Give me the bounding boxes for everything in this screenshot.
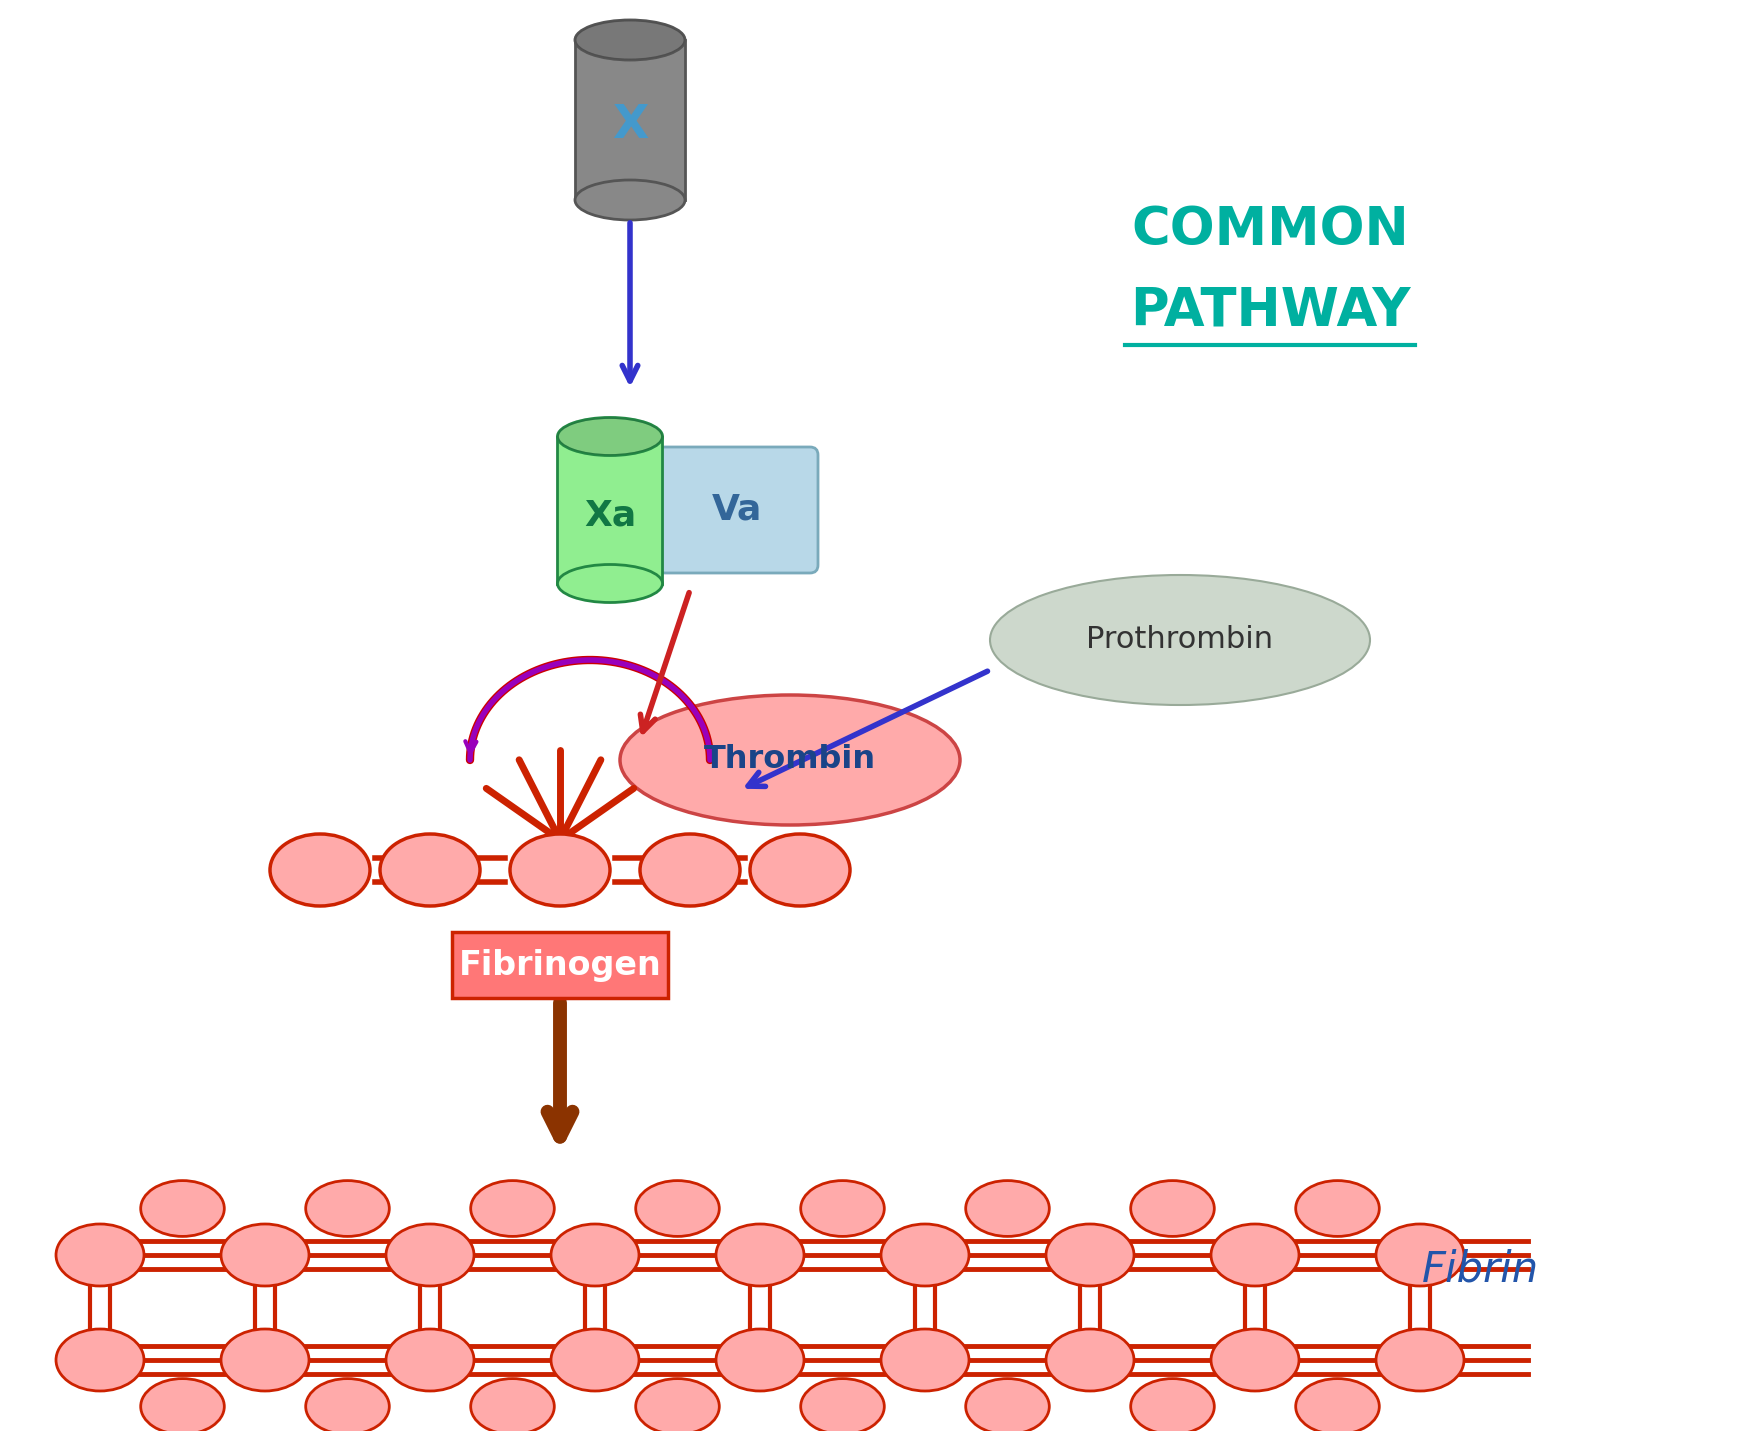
Ellipse shape xyxy=(269,834,371,906)
Ellipse shape xyxy=(750,834,850,906)
Ellipse shape xyxy=(965,1378,1049,1431)
Text: COMMON: COMMON xyxy=(1131,205,1409,256)
Ellipse shape xyxy=(56,1329,143,1391)
Ellipse shape xyxy=(989,575,1369,705)
Ellipse shape xyxy=(801,1378,884,1431)
Ellipse shape xyxy=(575,20,685,60)
Text: Fibrin: Fibrin xyxy=(1421,1249,1538,1291)
Polygon shape xyxy=(558,436,662,584)
Ellipse shape xyxy=(551,1329,638,1391)
Ellipse shape xyxy=(220,1224,309,1286)
Ellipse shape xyxy=(386,1224,474,1286)
Text: PATHWAY: PATHWAY xyxy=(1129,283,1409,336)
Ellipse shape xyxy=(1376,1329,1463,1391)
Ellipse shape xyxy=(56,1224,143,1286)
Ellipse shape xyxy=(1295,1378,1379,1431)
Ellipse shape xyxy=(306,1181,390,1236)
Ellipse shape xyxy=(619,695,960,826)
Ellipse shape xyxy=(1210,1224,1299,1286)
Ellipse shape xyxy=(715,1329,804,1391)
Ellipse shape xyxy=(558,418,662,455)
Ellipse shape xyxy=(140,1181,224,1236)
Ellipse shape xyxy=(558,564,662,602)
FancyBboxPatch shape xyxy=(657,446,818,572)
Text: X: X xyxy=(612,103,649,147)
Polygon shape xyxy=(575,40,685,200)
Ellipse shape xyxy=(140,1378,224,1431)
Ellipse shape xyxy=(558,418,662,455)
Ellipse shape xyxy=(881,1329,968,1391)
Ellipse shape xyxy=(379,834,479,906)
Ellipse shape xyxy=(220,1329,309,1391)
Ellipse shape xyxy=(1045,1329,1133,1391)
Ellipse shape xyxy=(801,1181,884,1236)
Text: Xa: Xa xyxy=(584,498,636,532)
Text: Fibrinogen: Fibrinogen xyxy=(458,949,661,982)
Ellipse shape xyxy=(1210,1329,1299,1391)
Ellipse shape xyxy=(635,1378,718,1431)
Ellipse shape xyxy=(306,1378,390,1431)
Text: Prothrombin: Prothrombin xyxy=(1086,625,1273,654)
Ellipse shape xyxy=(386,1329,474,1391)
Ellipse shape xyxy=(1045,1224,1133,1286)
Ellipse shape xyxy=(881,1224,968,1286)
Ellipse shape xyxy=(470,1181,554,1236)
Ellipse shape xyxy=(470,1378,554,1431)
Ellipse shape xyxy=(1295,1181,1379,1236)
Text: Thrombin: Thrombin xyxy=(703,744,876,776)
Ellipse shape xyxy=(551,1224,638,1286)
Ellipse shape xyxy=(1376,1224,1463,1286)
Ellipse shape xyxy=(510,834,610,906)
Ellipse shape xyxy=(640,834,739,906)
Ellipse shape xyxy=(575,180,685,220)
Text: Va: Va xyxy=(711,494,762,527)
Ellipse shape xyxy=(1129,1181,1213,1236)
Ellipse shape xyxy=(635,1181,718,1236)
Ellipse shape xyxy=(1129,1378,1213,1431)
FancyBboxPatch shape xyxy=(451,932,668,997)
Ellipse shape xyxy=(965,1181,1049,1236)
Ellipse shape xyxy=(715,1224,804,1286)
Ellipse shape xyxy=(575,20,685,60)
